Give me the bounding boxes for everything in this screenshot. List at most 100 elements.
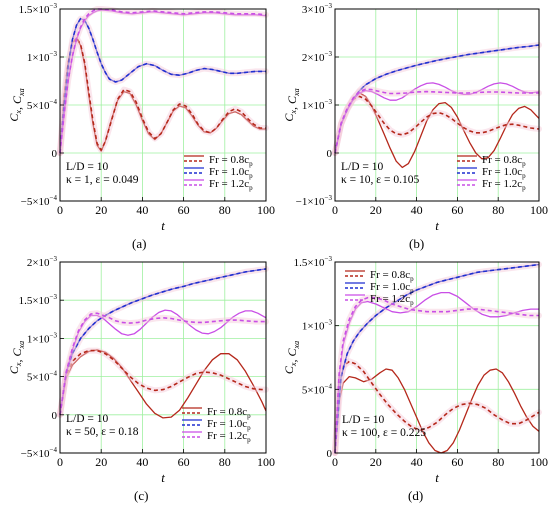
plot-frame xyxy=(334,261,540,454)
y-tick-label: 0 xyxy=(327,448,333,460)
x-tick-label: 20 xyxy=(370,455,382,469)
panel-label-b: (b) xyxy=(409,236,425,251)
x-axis-label: t xyxy=(161,470,165,485)
panel-label-d: (d) xyxy=(408,488,424,503)
series-band xyxy=(57,265,269,418)
series-line-fr_0_8-dashed xyxy=(59,349,266,415)
x-tick-label: 0 xyxy=(332,455,338,469)
series-line-fr_0_8-solid xyxy=(59,37,266,154)
param-text: κ = 1, ε = 0.049 xyxy=(66,174,139,186)
x-tick-label: 20 xyxy=(95,203,107,217)
legend-label: Fr = 1.2cp xyxy=(370,293,414,307)
series-line-fr_1_2-dashed xyxy=(59,312,266,415)
legend-item: Fr = 0.8cp xyxy=(182,406,251,420)
param-text: κ = 50, ε = 0.18 xyxy=(66,426,139,438)
x-tick-label: 40 xyxy=(136,203,148,217)
x-axis-label: t xyxy=(435,470,439,485)
param-text: κ = 10, ε = 0.105 xyxy=(341,174,419,186)
x-tick-label: 80 xyxy=(219,203,231,217)
legend-label: Fr = 0.8cp xyxy=(370,269,414,283)
y-tick-label: 2×10−3 xyxy=(27,255,58,269)
x-tick-label: 40 xyxy=(136,455,148,469)
x-tick-label: 100 xyxy=(530,203,548,217)
y-tick-label: −5×10−4 xyxy=(21,446,58,460)
series-band xyxy=(332,86,542,156)
chart-panel-1: 0 20 40 60 80 100t3×10−32×10−31×10−30−1×10−3C… xyxy=(282,2,548,233)
x-tick-label: 60 xyxy=(178,203,190,217)
x-tick-label: 100 xyxy=(257,203,275,217)
y-tick-label: 2×10−3 xyxy=(302,50,333,64)
x-tick-label: 100 xyxy=(257,455,275,469)
legend-label: Fr = 1.0cp xyxy=(370,281,414,295)
y-axis-label: Cx, Cxa xyxy=(7,341,26,374)
y-tick-label: 5×10−4 xyxy=(27,98,58,112)
series-band xyxy=(332,358,542,456)
y-tick-label: −5×10−4 xyxy=(21,194,58,208)
y-tick-label: 1.5×10−3 xyxy=(19,293,58,307)
x-tick-label: 0 xyxy=(57,203,63,217)
legend-item: Fr = 1.2cp xyxy=(184,178,253,192)
y-tick-label: 0 xyxy=(52,410,58,422)
x-tick-label: 40 xyxy=(411,455,423,469)
legend-item: Fr = 1.2cp xyxy=(182,430,251,444)
legend-label: Fr = 0.8cp xyxy=(482,154,526,168)
series-line-fr_0_8-solid xyxy=(334,92,540,169)
x-tick-label: 80 xyxy=(492,203,504,217)
legend-item: Fr = 1.2cp xyxy=(345,293,414,307)
legend-label: Fr = 1.2cp xyxy=(482,178,526,192)
legend-label: Fr = 1.0cp xyxy=(209,166,253,180)
series-line-fr_0_8-dashed xyxy=(334,95,540,154)
legend-item: Fr = 0.8cp xyxy=(184,154,253,168)
series-band xyxy=(57,34,269,156)
y-tick-label: −1×10−3 xyxy=(296,194,333,208)
legend-item: Fr = 0.8cp xyxy=(457,154,526,168)
legend-label: Fr = 1.2cp xyxy=(207,430,251,444)
param-text: L/D = 10 xyxy=(66,413,109,425)
series-line-fr_1_2-dashed xyxy=(334,296,539,454)
legend-label: Fr = 1.0cp xyxy=(482,166,526,180)
legend-item: Fr = 1.2cp xyxy=(457,178,526,192)
legend-item: Fr = 1.0cp xyxy=(345,281,414,295)
series-line-fr_1_0-dashed xyxy=(334,263,540,454)
legend-label: Fr = 0.8cp xyxy=(209,154,253,168)
y-axis-label: Cx, Cxa xyxy=(282,88,301,121)
y-tick-label: 0 xyxy=(327,148,333,160)
x-tick-label: 20 xyxy=(95,455,107,469)
series-line-fr_0_8-dashed xyxy=(334,360,540,454)
x-axis-label: t xyxy=(435,218,439,233)
legend-item: Fr = 1.0cp xyxy=(184,166,253,180)
y-tick-label: 5×10−4 xyxy=(302,382,333,396)
x-tick-label: 60 xyxy=(178,455,190,469)
series-line-fr_1_2-solid xyxy=(334,291,539,454)
series-line-fr_1_2-solid xyxy=(59,309,267,415)
y-tick-label: 1.5×10−3 xyxy=(19,2,58,16)
y-axis-label: Cx, Cxa xyxy=(282,341,301,374)
x-tick-label: 40 xyxy=(411,203,423,217)
chart-panel-3: 0 20 40 60 80 100 t 1.5×10−3 1×10−3 5×10−4 0 Cx, Cx… xyxy=(282,255,548,485)
param-text: κ = 100, ε = 0.225 xyxy=(342,427,426,439)
y-tick-label: 1×10−3 xyxy=(302,319,333,333)
y-tick-label: 3×10−3 xyxy=(302,2,333,16)
series-line-fr_0_8-dashed xyxy=(59,36,266,154)
plot-frame xyxy=(59,261,267,454)
x-tick-label: 60 xyxy=(451,455,463,469)
y-tick-label: 0 xyxy=(52,148,58,160)
series-line-fr_1_0-solid xyxy=(59,268,267,415)
legend-item: Fr = 1.0cp xyxy=(457,166,526,180)
legend-label: Fr = 0.8cp xyxy=(207,406,251,420)
x-tick-label: 80 xyxy=(492,455,504,469)
series-line-fr_1_2-solid xyxy=(59,9,267,154)
y-tick-label: 5×10−4 xyxy=(27,370,58,384)
y-tick-label: 1×10−3 xyxy=(27,331,58,345)
param-text: L/D = 10 xyxy=(341,161,384,173)
x-tick-label: 0 xyxy=(332,203,338,217)
y-tick-label: 1×10−3 xyxy=(302,98,333,112)
chart-panel-2: 0 20 40 60 80 100 t 2×10−3 1.5×10−3 1×10−3 5×10−4 0… xyxy=(7,255,275,485)
series-line-fr_0_8-solid xyxy=(334,368,540,454)
chart-panel-0: 0 20 40 60 80 100t1.5×10−31×10−35×10−40−5×10−… xyxy=(7,2,275,233)
param-text: L/D = 10 xyxy=(342,414,385,426)
legend-label: Fr = 1.0cp xyxy=(207,418,251,432)
param-text: L/D = 10 xyxy=(66,161,109,173)
